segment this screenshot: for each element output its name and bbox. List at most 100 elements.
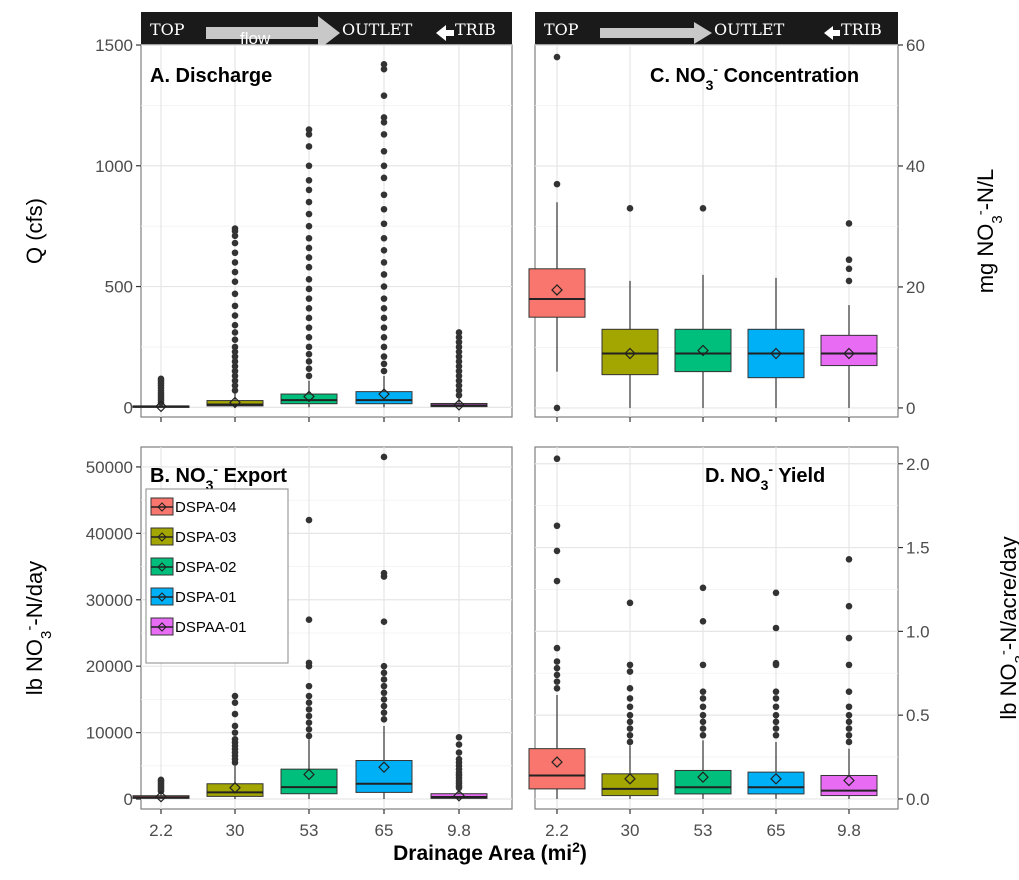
outlier-point [699, 718, 707, 726]
outlier-point [845, 555, 853, 563]
box-body [601, 773, 659, 797]
outlier-point [553, 671, 561, 679]
outlier-point [380, 131, 388, 138]
x-tick-label: 53 [694, 821, 713, 840]
outlier-point [699, 695, 707, 702]
box-body [206, 783, 264, 797]
mean-marker [453, 789, 465, 802]
outlier-point [305, 343, 313, 351]
mean-marker [229, 781, 241, 794]
box-dspa-02 [674, 205, 732, 408]
outlier-point [455, 372, 463, 380]
outlier-point [231, 225, 239, 232]
outlier-point [380, 453, 388, 461]
box-body [355, 760, 413, 793]
mean-marker [378, 761, 390, 774]
legend-label: DSPA-04 [175, 499, 236, 516]
outlier-point [845, 277, 853, 285]
y-axis-label-d: lb NO3--N/acre/day [995, 536, 1019, 719]
y-tick-label: 2.0 [906, 455, 930, 474]
outlier-point [305, 143, 313, 150]
mean-marker [551, 756, 563, 768]
outlier-point [699, 584, 707, 592]
box-body [528, 748, 586, 790]
outlier-point [305, 263, 313, 271]
outlier-point [305, 616, 313, 623]
outlier-point [231, 336, 239, 344]
y-tick-label: 1.5 [906, 539, 930, 558]
y-tick-label: 20 [906, 278, 925, 297]
outlier-point [772, 718, 780, 726]
outlier-point [231, 302, 239, 310]
panel-title-a: A. Discharge [150, 65, 272, 87]
outlier-point [231, 278, 239, 286]
outlier-point [380, 696, 388, 703]
y-axis-label-b: lb NO3--N/day [21, 561, 55, 695]
outlier-point [380, 283, 388, 290]
outlier-point [380, 333, 388, 341]
box-body [280, 768, 338, 795]
outlier-point [455, 338, 463, 346]
outlier-point [845, 220, 853, 227]
outlier-point [231, 343, 239, 351]
x-tick-label: 2.2 [149, 821, 173, 840]
outlier-point [157, 776, 165, 784]
outlier-point [380, 676, 388, 683]
mean-marker [303, 768, 315, 781]
outlier-point [305, 706, 313, 713]
outlier-point [231, 729, 239, 736]
box-dspa-03 [206, 646, 264, 800]
outlier-point [553, 685, 561, 692]
outlier-point [699, 661, 707, 669]
banner-outlet-label: OUTLET [342, 20, 413, 39]
outlier-point [305, 186, 313, 194]
mean-marker [843, 774, 855, 787]
outlier-point [380, 191, 388, 199]
outlier-point [231, 290, 239, 298]
outlier-point [380, 118, 388, 126]
outlier-point [305, 719, 313, 726]
outlier-point [380, 271, 388, 278]
x-tick-label: 30 [226, 821, 245, 840]
outlier-point [231, 692, 239, 700]
outlier-point [553, 404, 561, 412]
banner-top-label-right: TOP [544, 20, 579, 39]
panel-title-b: B. NO3- Export [150, 461, 287, 493]
y-tick-label: 40 [906, 157, 925, 176]
outlier-point [380, 92, 388, 100]
outlier-point [305, 131, 313, 138]
outlier-point [845, 718, 853, 726]
box-dspa-01 [355, 453, 413, 800]
outlier-point [305, 304, 313, 312]
outlier-point [626, 695, 634, 702]
box-dspaa-01 [820, 555, 878, 799]
outlier-point [380, 247, 388, 254]
outlier-point [231, 259, 239, 266]
box-dspa-04 [528, 455, 586, 799]
panel-title-c: C. NO3- Concentration [650, 61, 859, 93]
outlier-point [553, 180, 561, 188]
y-tick-label: 0 [124, 790, 133, 809]
mean-marker [229, 396, 241, 409]
y-tick-label: 30000 [86, 591, 133, 610]
banner-outlet-label-right: OUTLET [714, 20, 785, 39]
outlier-point [305, 276, 313, 283]
outlier-point [699, 725, 707, 732]
outlier-point [845, 265, 853, 273]
outlier-point [845, 703, 853, 711]
outlier-point [231, 321, 239, 329]
outlier-point [305, 712, 313, 720]
box-body [280, 393, 338, 405]
legend-item-dspaa-01: DSPAA-01 [150, 617, 246, 636]
outlier-point [626, 725, 634, 732]
legend-item-dspa-02: DSPA-02 [150, 557, 236, 576]
outlier-point [380, 689, 388, 697]
outlier-point [455, 377, 463, 385]
outlier-point [380, 709, 388, 716]
y-tick-label: 50000 [86, 458, 133, 477]
outlier-point [626, 718, 634, 726]
outlier-point [380, 147, 388, 155]
outlier-point [231, 367, 239, 375]
banner-flow-label: flow [240, 29, 271, 48]
outlier-point [305, 285, 313, 293]
